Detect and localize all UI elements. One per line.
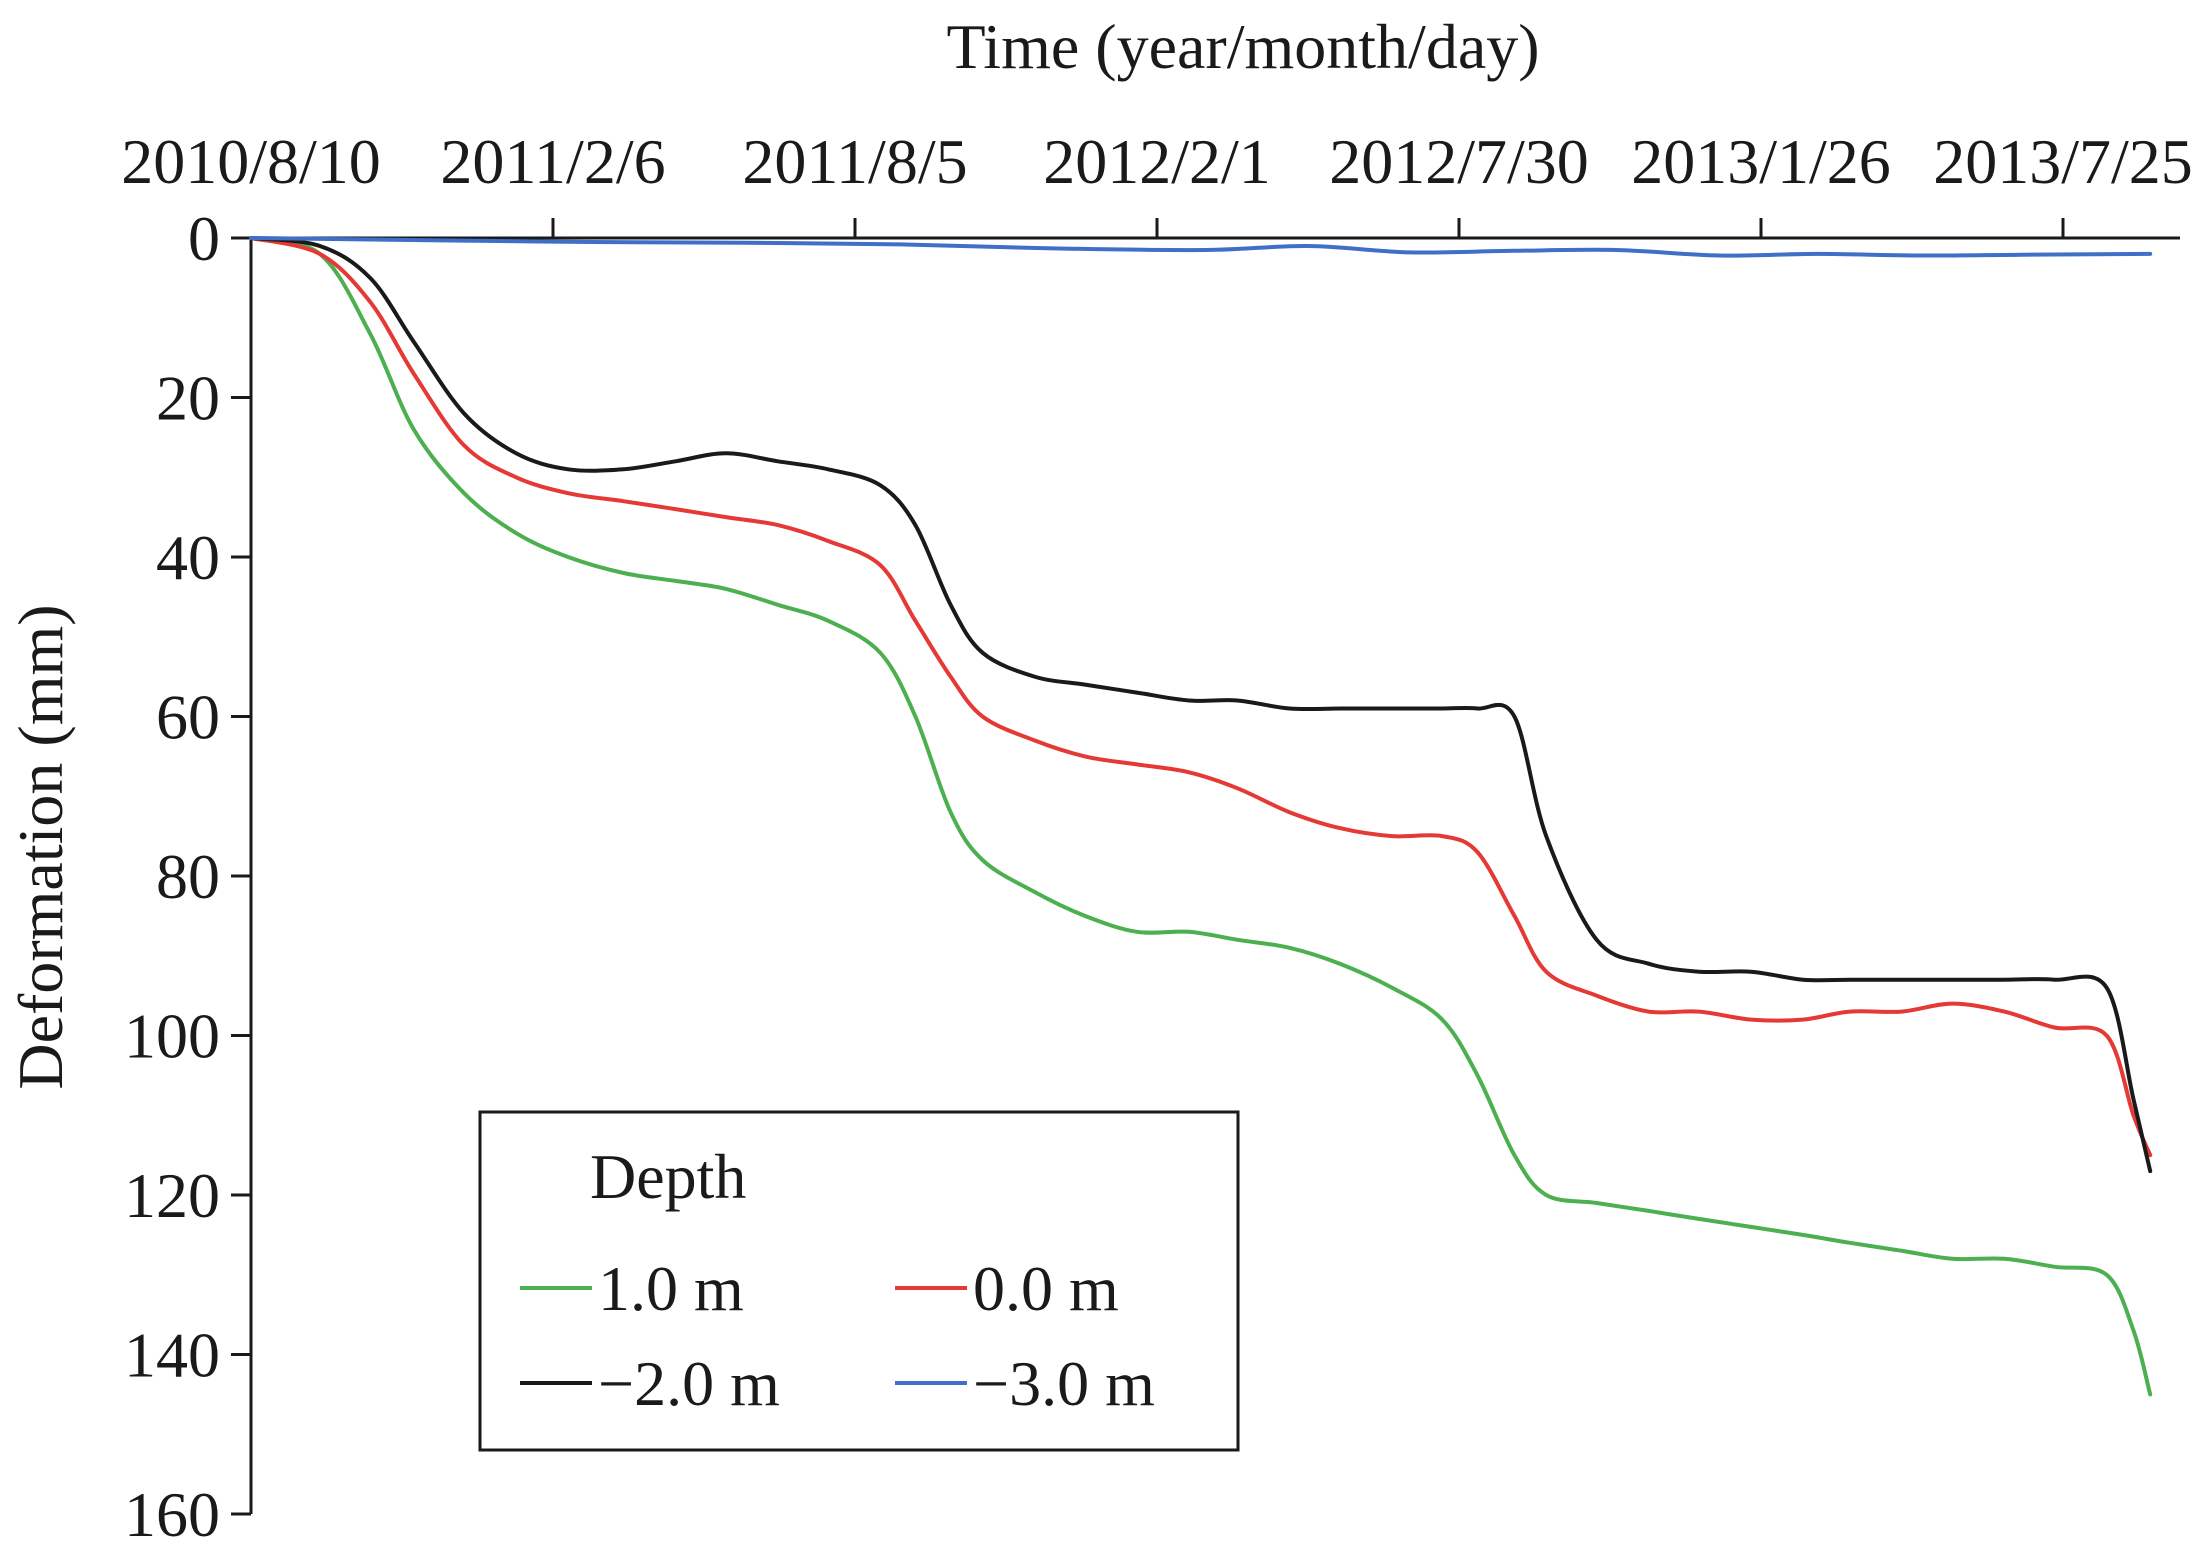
series-line-2 (249, 236, 2153, 1158)
x-axis-title: Time (year/month/day) (946, 11, 1539, 82)
legend-title: Depth (590, 1141, 746, 1212)
y-tick-label: 160 (124, 1479, 220, 1548)
y-tick-label: 40 (156, 522, 220, 593)
x-tick-label: 2011/2/6 (440, 126, 665, 197)
x-tick-label: 2012/2/1 (1043, 126, 1271, 197)
y-tick-label: 100 (124, 1001, 220, 1072)
plot-lines (249, 236, 2153, 1397)
legend-label-2: 0.0 m (973, 1253, 1119, 1324)
x-tick-label: 2010/8/10 (121, 126, 381, 197)
y-tick-label: 80 (156, 841, 220, 912)
x-tick-label: 2012/7/30 (1329, 126, 1589, 197)
series-line-3 (249, 236, 2153, 1174)
y-tick-label: 0 (188, 203, 220, 274)
x-tick-label: 2013/7/25 (1933, 126, 2193, 197)
legend-box (478, 1110, 1240, 1452)
legend: Depth 1.0 m 0.0 m −2.0 m −3.0 m (478, 1110, 1240, 1452)
y-tick-label: 120 (124, 1160, 220, 1231)
x-ticks: 2010/8/10 2011/2/6 2011/8/5 2012/2/1 2012/7/… (121, 126, 2193, 238)
series-line-4 (249, 236, 2153, 258)
x-tick-label: 2011/8/5 (742, 126, 967, 197)
legend-label-4: −3.0 m (973, 1348, 1155, 1419)
y-tick-label: 20 (156, 363, 220, 434)
legend-label-1: 1.0 m (598, 1253, 744, 1324)
y-axis-title: Deformation (mm) (5, 604, 76, 1089)
y-ticks: 0 20 40 60 80 100 120 140 160 (124, 203, 251, 1548)
series-line-1 (249, 236, 2153, 1397)
legend-label-3: −2.0 m (598, 1348, 780, 1419)
y-tick-label: 60 (156, 682, 220, 753)
x-tick-label: 2013/1/26 (1631, 126, 1891, 197)
y-tick-label: 140 (124, 1320, 220, 1391)
